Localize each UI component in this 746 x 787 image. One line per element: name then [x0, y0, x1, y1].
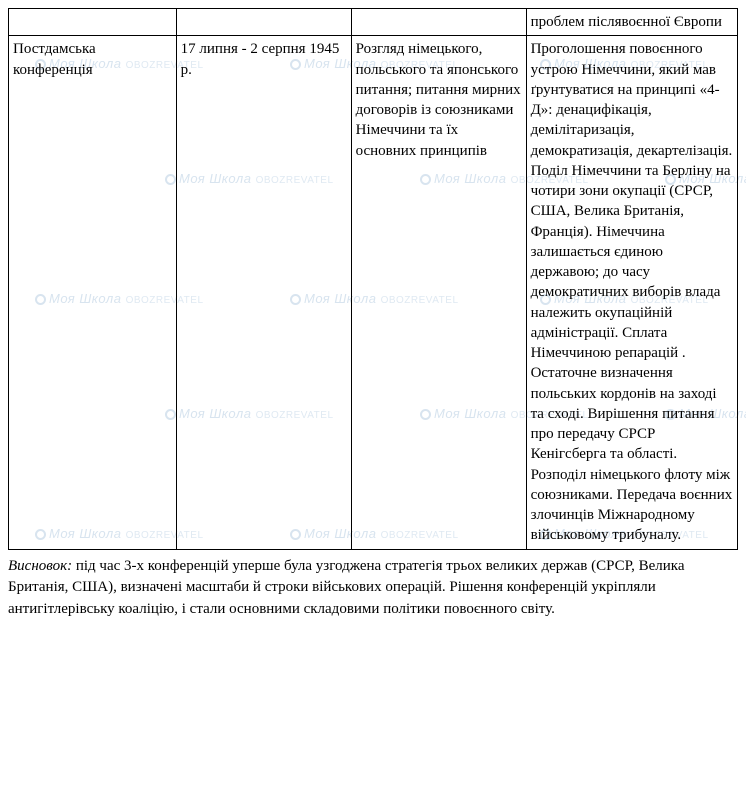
- cell-date: 17 липня - 2 серпня 1945 р.: [176, 36, 351, 549]
- conclusion-label: Висновок:: [8, 558, 72, 574]
- document-content: проблем післявоєнної Європи Постдамська …: [8, 8, 738, 621]
- cell-name: Постдамська конференція: [9, 36, 177, 549]
- table-row: Постдамська конференція 17 липня - 2 сер…: [9, 36, 738, 549]
- cell-agenda: [351, 9, 526, 36]
- cell-agenda: Розгляд німецького, польського та японсь…: [351, 36, 526, 549]
- conclusion-text: під час 3-х конференцій уперше була узго…: [8, 558, 685, 618]
- cell-name: [9, 9, 177, 36]
- table-row: проблем післявоєнної Європи: [9, 9, 738, 36]
- conclusion-paragraph: Висновок: під час 3-х конференцій уперше…: [8, 556, 738, 621]
- cell-date: [176, 9, 351, 36]
- cell-results: проблем післявоєнної Європи: [526, 9, 737, 36]
- cell-results: Проголошення повоєнного устрою Німеччини…: [526, 36, 737, 549]
- conference-table: проблем післявоєнної Європи Постдамська …: [8, 8, 738, 550]
